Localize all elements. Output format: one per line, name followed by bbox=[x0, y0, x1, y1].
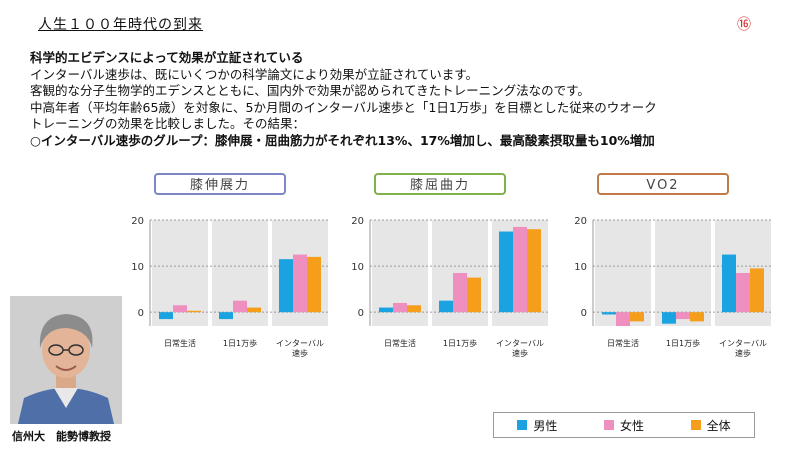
chart-title-box bbox=[374, 173, 506, 195]
body-result: ○インターバル速歩のグループ：膝伸展・屈曲筋力がそれぞれ13%、17%増加し、最… bbox=[30, 132, 655, 148]
bar bbox=[159, 312, 173, 320]
category-label: 日常生活 bbox=[607, 338, 639, 348]
category-label: 1日1万歩 bbox=[223, 338, 257, 348]
chart-knee-flexion: 膝屈曲力 0 10 20 日常生活 1日1万歩 インターバル 速歩 bbox=[340, 172, 560, 372]
y-tick-label: 10 bbox=[351, 262, 364, 273]
bar bbox=[736, 273, 750, 313]
bar bbox=[499, 231, 513, 313]
body-text: 科学的エビデンスによって効果が立証されている インターバル速歩は、既にいくつかの… bbox=[30, 50, 790, 149]
chart-title: VO2 bbox=[646, 178, 679, 193]
bar bbox=[379, 307, 393, 313]
bar bbox=[247, 307, 261, 313]
y-tick-label: 0 bbox=[138, 308, 144, 319]
category-label: 1日1万歩 bbox=[443, 338, 477, 348]
legend-swatch-female bbox=[603, 420, 614, 430]
group-background bbox=[595, 220, 651, 326]
y-tick-label: 20 bbox=[351, 216, 364, 227]
bar bbox=[602, 312, 616, 315]
y-tick-label: 20 bbox=[131, 216, 144, 227]
chart-svg: VO2 0 10 20 日常生活 1日1万歩 インターバル速歩 bbox=[574, 173, 773, 358]
bar bbox=[293, 254, 307, 313]
bar bbox=[219, 312, 233, 320]
body-heading: 科学的エビデンスによって効果が立証されている bbox=[30, 50, 304, 65]
bar bbox=[467, 277, 481, 313]
bar bbox=[439, 300, 453, 313]
category-label: 日常生活 bbox=[164, 338, 196, 348]
bar bbox=[722, 254, 736, 313]
legend-swatch-male bbox=[517, 420, 528, 430]
y-tick-label: 20 bbox=[574, 216, 587, 227]
bar bbox=[187, 310, 201, 313]
bar bbox=[630, 312, 644, 322]
group-background bbox=[655, 220, 711, 326]
category-label: 日常生活 bbox=[384, 338, 416, 348]
chart-title-box bbox=[154, 173, 286, 195]
legend-item-all: 全体 bbox=[690, 417, 731, 434]
bar bbox=[279, 259, 293, 313]
category-label: 1日1万歩 bbox=[666, 338, 700, 348]
bar bbox=[407, 305, 421, 313]
slide-title: 人生１００年時代の到来 bbox=[38, 17, 203, 33]
bar bbox=[690, 312, 704, 322]
chart-title: 膝伸展力 bbox=[190, 178, 250, 193]
bar bbox=[527, 229, 541, 313]
category-label: インターバル bbox=[719, 339, 767, 348]
page-number: ⑯ bbox=[737, 17, 751, 33]
legend-label-female: 女性 bbox=[619, 418, 644, 433]
legend-label-male: 男性 bbox=[533, 418, 558, 433]
body-line-3: 中高年者（平均年齢65歳）を対象に、5か月間のインターバル速歩と「1日1万歩」を… bbox=[30, 99, 657, 115]
body-line-2: 客観的な分子生物学的エデンスとともに、国内外で効果が認められてきたトレーニング法… bbox=[30, 83, 590, 98]
y-tick-label: 10 bbox=[131, 262, 144, 273]
y-tick-label: 0 bbox=[581, 308, 587, 319]
body-line-4: トレーニングの効果を比較しました。その結果： bbox=[30, 116, 306, 131]
bar bbox=[307, 256, 321, 313]
chart-legend: 男性 女性 全体 bbox=[493, 412, 755, 438]
category-label: 速歩 bbox=[512, 348, 528, 358]
chart-svg: 膝伸展力 0 10 20 日常生活 1日1万歩 インターバル速歩 bbox=[131, 173, 330, 358]
chart-knee-extension: 膝伸展力 0 10 20 日常生活 1日1万歩 インターバル 速歩 bbox=[120, 172, 340, 372]
bar bbox=[616, 312, 630, 326]
bar bbox=[750, 268, 764, 313]
professor-photo bbox=[10, 296, 122, 424]
photo-caption: 信州大 能勢博教授 bbox=[12, 430, 111, 443]
bar bbox=[513, 226, 527, 313]
bar bbox=[662, 312, 676, 324]
chart-title: 膝屈曲力 bbox=[410, 178, 470, 193]
bar bbox=[393, 302, 407, 313]
category-label: 速歩 bbox=[292, 348, 308, 358]
bar bbox=[676, 312, 690, 320]
y-tick-label: 10 bbox=[574, 262, 587, 273]
legend-label-all: 全体 bbox=[706, 418, 731, 433]
person-portrait-icon bbox=[10, 296, 122, 424]
chart-vo2: VO2 0 10 20 日常生活 1日1万歩 インターバル 速歩 bbox=[563, 172, 783, 372]
category-label: インターバル bbox=[276, 339, 324, 348]
bar bbox=[173, 305, 187, 313]
chart-svg: 膝屈曲力 0 10 20 日常生活 1日1万歩 インターバル速歩 bbox=[351, 173, 550, 358]
category-label: 速歩 bbox=[735, 348, 751, 358]
body-line-1: インターバル速歩は、既にいくつかの科学論文により効果が立証されています。 bbox=[30, 66, 479, 82]
legend-item-male: 男性 bbox=[517, 417, 557, 434]
category-label: インターバル bbox=[496, 339, 544, 348]
y-tick-label: 0 bbox=[358, 308, 364, 319]
legend-swatch-all bbox=[690, 420, 701, 430]
bar bbox=[453, 273, 467, 313]
chart-title-box bbox=[597, 173, 729, 195]
legend-item-female: 女性 bbox=[603, 417, 644, 434]
bar bbox=[233, 300, 247, 313]
